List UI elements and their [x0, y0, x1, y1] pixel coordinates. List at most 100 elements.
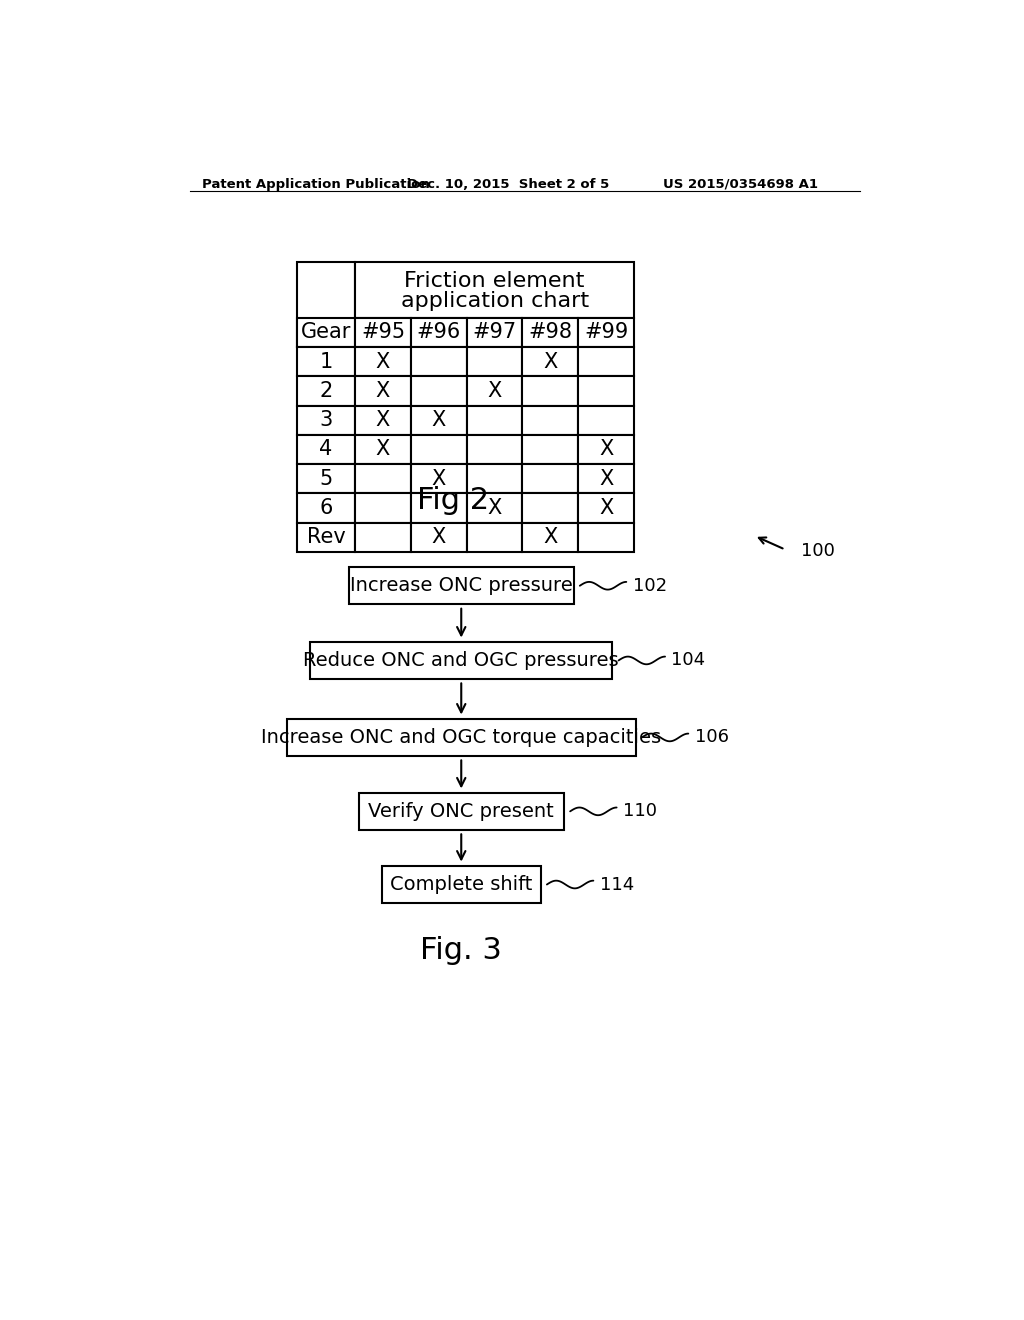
Bar: [297, 376, 355, 405]
Text: 2: 2: [319, 381, 333, 401]
Text: Rev: Rev: [306, 527, 345, 548]
Bar: [297, 405, 355, 434]
Bar: [355, 263, 634, 318]
Text: 104: 104: [672, 652, 706, 669]
Text: 5: 5: [319, 469, 333, 488]
Bar: [579, 465, 634, 494]
Bar: [522, 405, 579, 434]
Bar: [297, 465, 355, 494]
Bar: [411, 465, 467, 494]
Bar: [579, 376, 634, 405]
Text: 114: 114: [600, 875, 634, 894]
Bar: [579, 494, 634, 523]
Text: X: X: [376, 440, 390, 459]
Bar: [579, 434, 634, 465]
Bar: [467, 347, 522, 376]
Text: X: X: [599, 440, 613, 459]
Text: #95: #95: [360, 322, 406, 342]
Text: Verify ONC present: Verify ONC present: [369, 801, 554, 821]
Bar: [355, 318, 411, 347]
Text: Fig 2: Fig 2: [418, 486, 489, 515]
Text: X: X: [376, 381, 390, 401]
Text: 6: 6: [319, 498, 333, 517]
Bar: [522, 465, 579, 494]
Bar: [355, 405, 411, 434]
Bar: [411, 405, 467, 434]
Bar: [297, 347, 355, 376]
Text: US 2015/0354698 A1: US 2015/0354698 A1: [663, 178, 818, 190]
Bar: [467, 523, 522, 552]
Bar: [411, 318, 467, 347]
Text: 102: 102: [633, 577, 667, 595]
Text: X: X: [432, 527, 445, 548]
Bar: [411, 494, 467, 523]
Bar: [579, 347, 634, 376]
Text: #96: #96: [417, 322, 461, 342]
Text: Reduce ONC and OGC pressures: Reduce ONC and OGC pressures: [303, 651, 620, 671]
Bar: [522, 347, 579, 376]
Text: #99: #99: [584, 322, 629, 342]
Bar: [522, 523, 579, 552]
Bar: [355, 347, 411, 376]
Bar: [522, 318, 579, 347]
Text: 4: 4: [319, 440, 333, 459]
Text: Dec. 10, 2015  Sheet 2 of 5: Dec. 10, 2015 Sheet 2 of 5: [407, 178, 609, 190]
Bar: [297, 434, 355, 465]
Text: #98: #98: [528, 322, 572, 342]
Bar: [297, 523, 355, 552]
Text: X: X: [599, 469, 613, 488]
Text: #97: #97: [472, 322, 517, 342]
Text: Increase ONC and OGC torque capacities: Increase ONC and OGC torque capacities: [261, 727, 662, 747]
Bar: [411, 376, 467, 405]
Bar: [411, 523, 467, 552]
Bar: [355, 376, 411, 405]
Bar: [467, 405, 522, 434]
Text: 1: 1: [319, 351, 333, 372]
Bar: [522, 494, 579, 523]
Bar: [297, 263, 355, 347]
Text: X: X: [376, 351, 390, 372]
Text: X: X: [487, 381, 502, 401]
Text: Increase ONC pressure: Increase ONC pressure: [350, 577, 572, 595]
Bar: [467, 434, 522, 465]
Text: Patent Application Publication: Patent Application Publication: [202, 178, 429, 190]
Bar: [467, 465, 522, 494]
Bar: [287, 719, 636, 756]
Bar: [411, 434, 467, 465]
Text: Friction element: Friction element: [404, 271, 585, 290]
Bar: [355, 494, 411, 523]
Bar: [310, 642, 612, 678]
Text: application chart: application chart: [400, 290, 589, 310]
Text: Gear: Gear: [301, 322, 351, 342]
Bar: [349, 568, 573, 605]
Bar: [467, 318, 522, 347]
Text: X: X: [544, 351, 557, 372]
Text: X: X: [544, 527, 557, 548]
Text: 110: 110: [623, 803, 656, 820]
Bar: [382, 866, 541, 903]
Text: 106: 106: [694, 729, 728, 746]
Text: X: X: [432, 469, 445, 488]
Bar: [411, 347, 467, 376]
Bar: [355, 523, 411, 552]
Text: Fig. 3: Fig. 3: [420, 936, 502, 965]
Bar: [297, 494, 355, 523]
Text: X: X: [376, 411, 390, 430]
Bar: [579, 523, 634, 552]
Bar: [522, 376, 579, 405]
Text: 100: 100: [801, 543, 835, 560]
Text: X: X: [432, 411, 445, 430]
Bar: [579, 318, 634, 347]
Bar: [467, 494, 522, 523]
Text: X: X: [599, 498, 613, 517]
Bar: [579, 405, 634, 434]
Bar: [355, 465, 411, 494]
Bar: [358, 793, 564, 830]
Bar: [297, 318, 355, 347]
Bar: [467, 376, 522, 405]
Text: Complete shift: Complete shift: [390, 875, 532, 894]
Text: X: X: [487, 498, 502, 517]
Bar: [522, 434, 579, 465]
Bar: [355, 434, 411, 465]
Text: 3: 3: [319, 411, 333, 430]
